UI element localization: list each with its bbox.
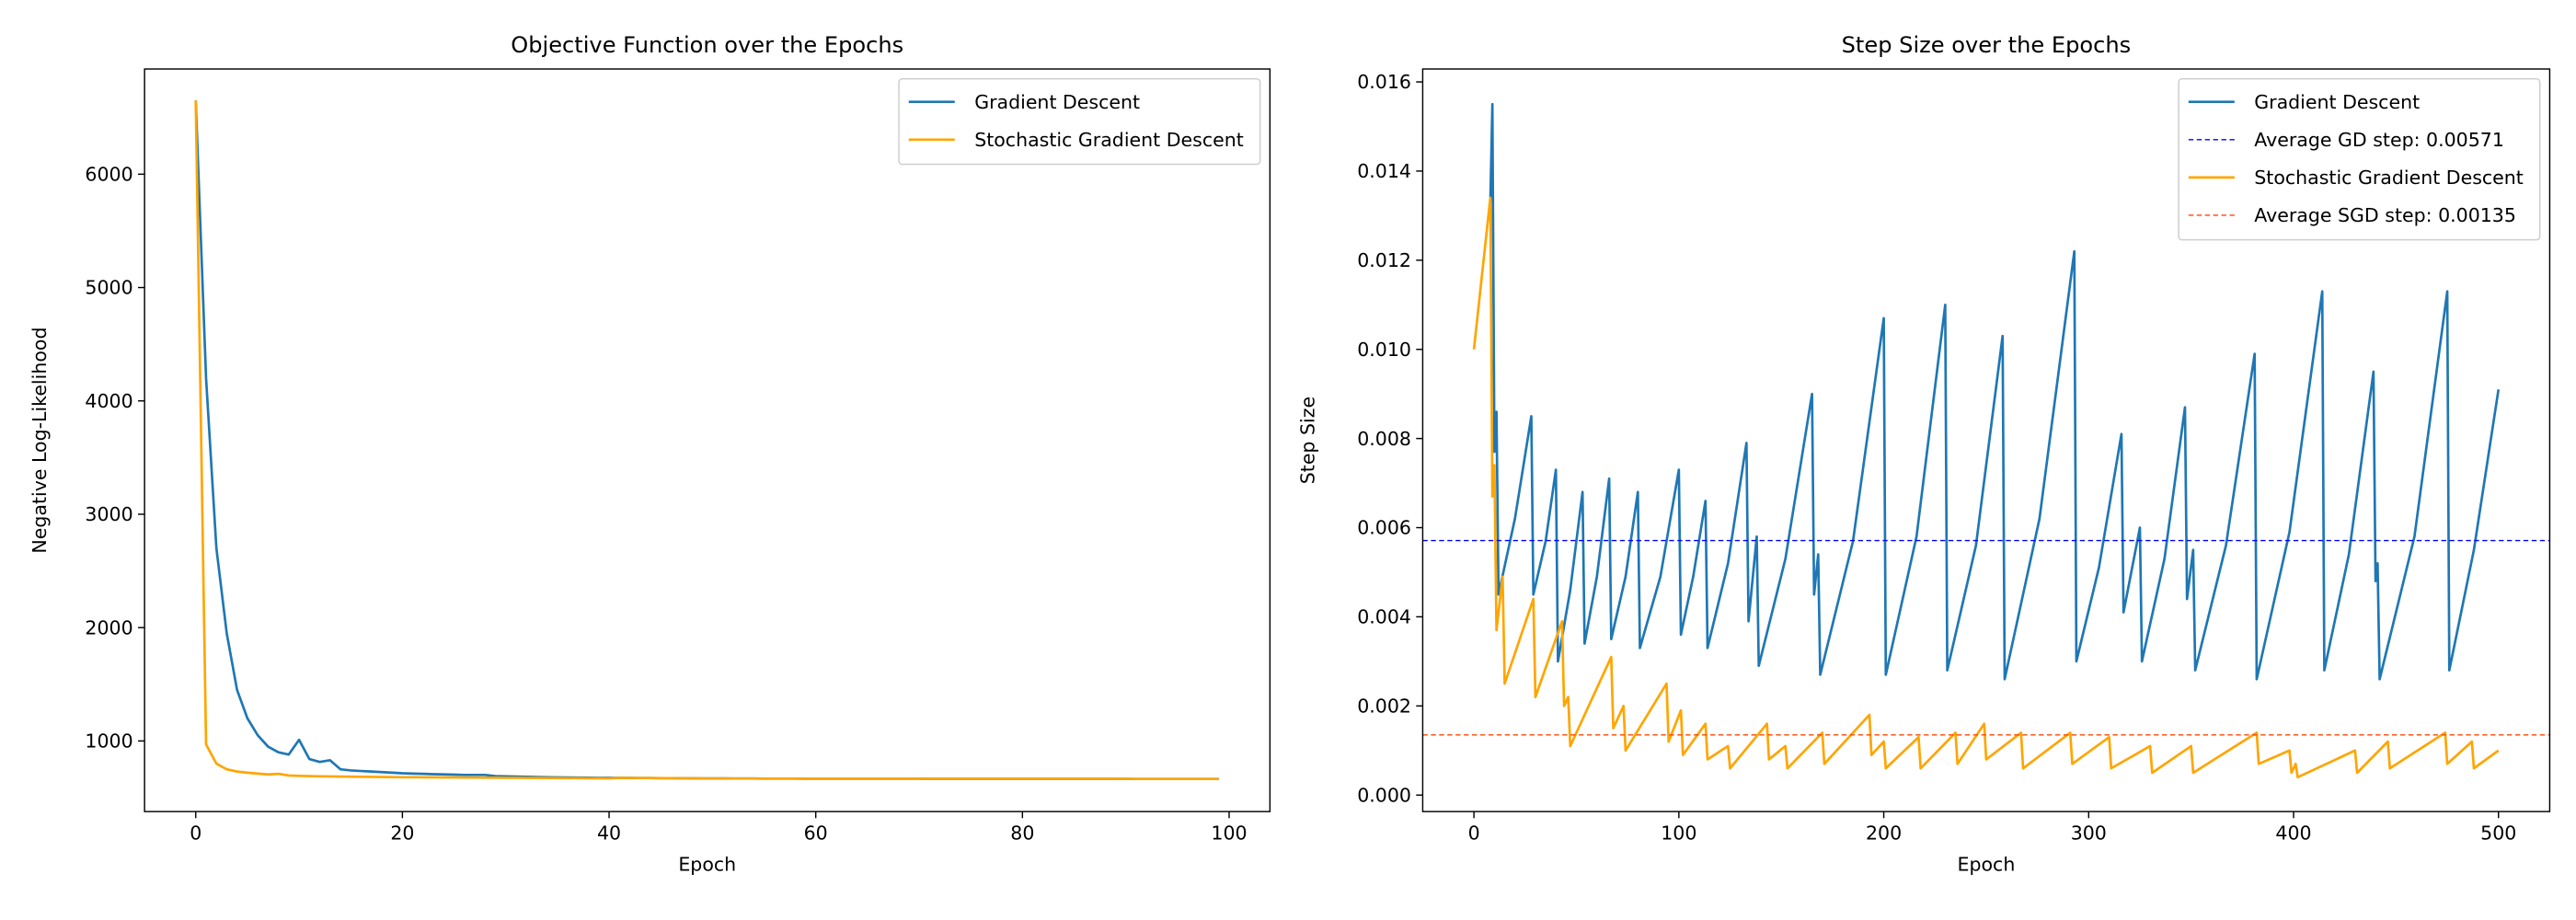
y-tick-label: 0.012: [1357, 249, 1411, 271]
series-line: [194, 100, 1219, 780]
y-tick-label: 0.006: [1357, 517, 1411, 539]
x-tick-label: 80: [1010, 822, 1034, 845]
x-tick-label: 500: [2480, 822, 2516, 845]
legend-label: Average SGD step: 0.00135: [2254, 204, 2516, 226]
legend: Gradient Descent Average GD step: 0.00571…: [2178, 78, 2541, 241]
y-tick-label: 0.010: [1357, 339, 1411, 361]
x-tick-label: 100: [1661, 822, 1696, 845]
series-line: [1489, 102, 2501, 681]
plot-area: [194, 100, 1219, 780]
y-axis-label: Negative Log-Likelihood: [29, 328, 51, 554]
x-tick-label: 60: [804, 822, 828, 845]
y-tick-label: 0.004: [1357, 606, 1411, 628]
y-tick-label: 0.008: [1357, 428, 1411, 450]
x-tick-label: 0: [1468, 822, 1480, 845]
y-tick-label: 2000: [85, 616, 132, 638]
x-tick-label: 200: [1866, 822, 1902, 845]
x-tick-label: 100: [1211, 822, 1247, 845]
x-tick-label: 400: [2275, 822, 2311, 845]
y-tick-label: 3000: [85, 503, 132, 525]
legend-label: Stochastic Gradient Descent: [2254, 167, 2524, 189]
legend-label: Gradient Descent: [2254, 91, 2420, 113]
y-tick-label: 0.016: [1357, 71, 1411, 93]
y-tick-label: 1000: [85, 730, 132, 753]
y-tick-label: 0.014: [1357, 160, 1411, 182]
y-axis-label: Step Size: [1297, 397, 1319, 484]
x-tick-label: 0: [190, 822, 201, 845]
plot-area: [1422, 102, 2550, 779]
y-tick-label: 0.000: [1357, 784, 1411, 806]
legend: Gradient Descent Stochastic Gradient Desc…: [898, 78, 1261, 166]
x-tick-label: 20: [390, 822, 414, 845]
y-tick-label: 6000: [85, 163, 132, 185]
legend-label: Stochastic Gradient Descent: [974, 129, 1244, 151]
y-tick-label: 0.002: [1357, 695, 1411, 717]
x-tick-label: 40: [597, 822, 621, 845]
x-tick-label: 300: [2071, 822, 2107, 845]
legend-frame: [898, 78, 1261, 166]
axes-frame: [1421, 68, 2551, 812]
legend-frame: [2178, 78, 2541, 241]
y-tick-label: 4000: [85, 390, 132, 412]
x-axis-label: Epoch: [678, 853, 736, 875]
axes-frame: [144, 68, 1271, 812]
legend-label: Gradient Descent: [974, 91, 1140, 113]
legend-label: Average GD step: 0.00571: [2254, 129, 2504, 151]
chart-title: Step Size over the Epochs: [1842, 32, 2132, 58]
x-axis-label: Epoch: [1958, 853, 2016, 875]
chart-title: Objective Function over the Epochs: [511, 32, 903, 58]
series-line: [1472, 196, 2500, 779]
y-tick-label: 5000: [85, 277, 132, 299]
